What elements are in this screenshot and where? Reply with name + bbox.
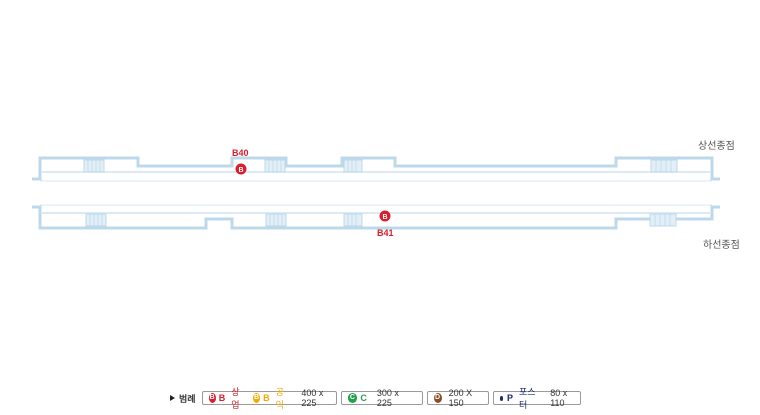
upbound-terminal-label: 상선종점 [698,141,735,152]
marker-b40-letter: B [238,167,243,174]
stair-block [83,159,105,173]
legend-b-commercial-icon: B [208,393,216,403]
legend-c-code: C [360,393,367,403]
legend-item-c: C C 300 x 225 [340,388,423,408]
stair-block [85,213,107,227]
downbound-terminal-label: 하선종점 [703,240,740,251]
upbound-stairs [83,159,678,173]
stair-block [265,213,287,227]
downbound-platform-wall [32,205,720,230]
marker-b41-letter: B [382,214,387,221]
legend-title-text: 범례 [179,393,196,404]
stair-block [649,213,677,227]
marker-b40[interactable] [235,163,247,175]
triangle-right-icon [170,395,175,401]
stair-block [343,159,363,173]
legend-p-icon [499,395,504,401]
downbound-stair-steps [89,214,671,226]
legend-title: 범례 [170,392,196,405]
legend-b-size: 400 x 225 [301,388,324,408]
legend-b-public-icon: B [252,393,261,403]
marker-b40-label: B40 [232,148,249,158]
upbound-stair-steps [87,160,672,172]
upbound-platform-wall [32,156,720,181]
legend-p-label: 포스터 [519,387,536,410]
stair-block [343,213,363,227]
stair-block [650,159,678,173]
legend-b-public-label: 공익 [275,387,284,410]
legend-b-commercial-code: B [218,393,226,403]
legend-b-public-code: B [263,393,270,403]
stair-block [264,159,286,173]
legend-c-size: 300 x 225 [376,388,399,408]
marker-b41[interactable] [379,210,391,222]
legend-item-b: B B 상업 B B 공익 400 x 225 [201,387,337,410]
legend-item-d: D 200 X 150 [426,388,489,408]
legend: 범례 B B 상업 B B 공익 400 x 225 C C 300 x 225… [170,387,585,410]
downbound-stairs [85,213,677,227]
legend-d-size: 200 X 150 [448,388,473,408]
legend-b-commercial-label: 상업 [231,387,240,410]
marker-b41-label: B41 [377,228,394,238]
legend-d-icon: D [433,393,442,403]
legend-c-icon: C [347,393,358,403]
legend-item-p: P 포스터 80 x 110 [492,387,581,410]
legend-p-size: 80 x 110 [550,388,568,408]
legend-p-code: P [507,393,514,403]
